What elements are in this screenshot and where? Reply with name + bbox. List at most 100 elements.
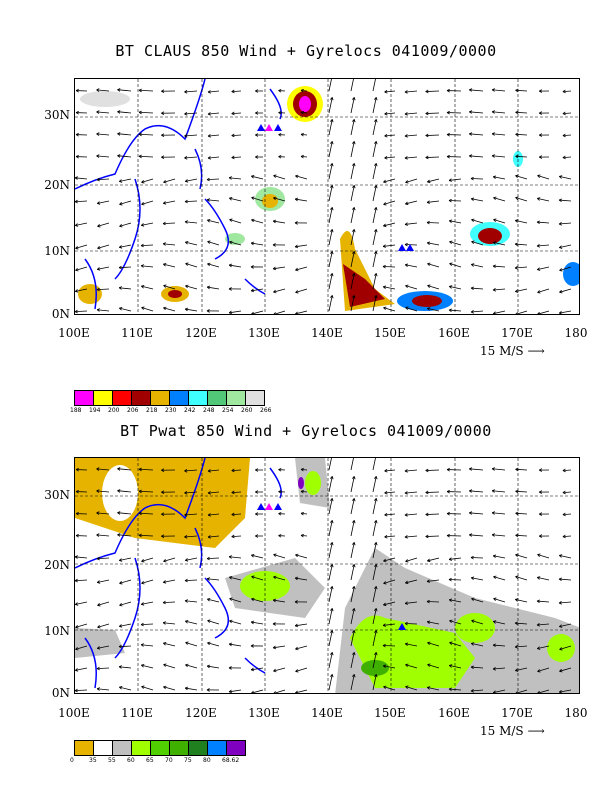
wind-vector-head	[117, 490, 121, 493]
wind-vector-head	[96, 490, 100, 493]
wind-vector-head	[425, 492, 429, 495]
wind-vector-head	[374, 542, 377, 545]
wind-vector-head	[492, 288, 496, 291]
wind-vector-head	[163, 263, 166, 267]
wind-vector-head	[184, 221, 188, 224]
wind-vector	[300, 491, 308, 493]
wind-vector	[537, 175, 550, 180]
wind-vector-head	[231, 534, 235, 537]
wind-vector-head	[469, 132, 473, 135]
wind-vector-head	[273, 668, 276, 672]
wind-vector-head	[375, 229, 378, 233]
wind-vector-head	[375, 652, 378, 656]
wind-vector-head	[493, 197, 496, 201]
wind-vector-head	[251, 218, 255, 221]
wind-vector-head	[161, 133, 165, 136]
wind-vector-head	[207, 219, 211, 221]
coastline	[75, 458, 282, 689]
panel1-lat-tick: 20N	[44, 178, 70, 192]
wind-vector	[427, 178, 440, 183]
wind-vector	[75, 288, 88, 292]
wind-vector	[515, 576, 528, 581]
wind-vector-head	[469, 111, 472, 114]
wind-vector-head	[229, 263, 233, 266]
wind-vector-head	[207, 285, 211, 288]
wind-vector-head	[185, 263, 188, 266]
wind-vector-head	[426, 220, 430, 223]
wind-vector	[119, 307, 132, 312]
wind-vector-head	[138, 467, 142, 470]
panel2-colorbar-swatch	[227, 741, 245, 755]
wind-vector	[251, 621, 264, 625]
wind-vector-head	[469, 468, 472, 471]
wind-vector	[404, 469, 418, 472]
wind-vector	[273, 554, 286, 559]
wind-vector	[141, 265, 154, 268]
wind-vector-head	[300, 156, 304, 159]
wind-vector-head	[141, 201, 144, 205]
wind-vector-head	[96, 179, 100, 182]
wind-vector-head	[469, 534, 472, 537]
wind-vector-head	[470, 286, 474, 289]
wind-vector-head	[141, 604, 145, 606]
wind-vector-head	[559, 176, 562, 179]
wind-vector-head	[75, 154, 79, 157]
wind-vector	[207, 219, 220, 224]
wind-vector-head	[469, 490, 472, 493]
wind-vector-head	[96, 558, 100, 561]
wind-vector-head	[352, 630, 355, 633]
wind-vector-head	[404, 113, 408, 116]
wind-vector-head	[404, 470, 408, 473]
wind-vector	[350, 630, 355, 647]
wind-vector-head	[231, 157, 235, 160]
wind-vector-head	[404, 643, 408, 646]
wind-vector	[404, 112, 418, 115]
wind-vector-head	[207, 113, 211, 116]
panel1-colorbar-label: 200	[108, 407, 120, 414]
wind-vector-head	[352, 542, 355, 545]
wind-vector	[163, 686, 176, 691]
wind-vector	[372, 163, 377, 180]
wind-vector-head	[119, 581, 122, 584]
wind-vector	[427, 621, 440, 625]
wind-vector-head	[384, 512, 388, 516]
wind-vector	[492, 111, 506, 114]
panel2-colorbar-label: 75	[184, 757, 192, 764]
wind-vector-head	[141, 686, 144, 689]
panel1-lon-tick: 130E	[248, 326, 280, 340]
wind-vector-head	[469, 133, 472, 136]
wind-vector-head	[207, 112, 211, 115]
wind-vector-head	[384, 492, 388, 495]
wind-vector	[273, 689, 286, 693]
wind-vector-head	[162, 243, 166, 246]
wind-vector	[405, 601, 418, 604]
wind-vector-head	[425, 514, 429, 517]
wind-vector-head	[207, 219, 210, 223]
wind-vector-head	[427, 620, 431, 623]
wind-vector	[492, 490, 506, 493]
wind-vector	[97, 688, 110, 691]
wind-vector	[273, 197, 286, 202]
wind-vector-head	[426, 222, 430, 225]
wind-vector-head	[537, 175, 540, 178]
wind-vector-head	[404, 134, 408, 137]
wind-vector-head	[446, 535, 450, 538]
wind-vector	[350, 229, 355, 246]
wind-vector-head	[448, 688, 452, 692]
wind-vector	[471, 643, 484, 647]
wind-vector-head	[515, 691, 518, 693]
wind-vector-head	[383, 602, 386, 606]
wind-vector-head	[273, 691, 276, 693]
wind-vector-head	[425, 133, 429, 136]
wind-vector-head	[449, 619, 453, 622]
wind-vector	[383, 557, 396, 562]
wind-vector-head	[539, 111, 543, 114]
wind-vector	[207, 241, 220, 246]
panel2-colorbar-swatch	[170, 741, 189, 755]
wind-vector-head	[331, 273, 334, 277]
wind-vector-head	[138, 89, 142, 93]
wind-vector-head	[295, 690, 298, 693]
wind-vector-head	[75, 513, 79, 516]
wind-vector	[493, 197, 506, 202]
wind-vector-head	[469, 489, 473, 492]
